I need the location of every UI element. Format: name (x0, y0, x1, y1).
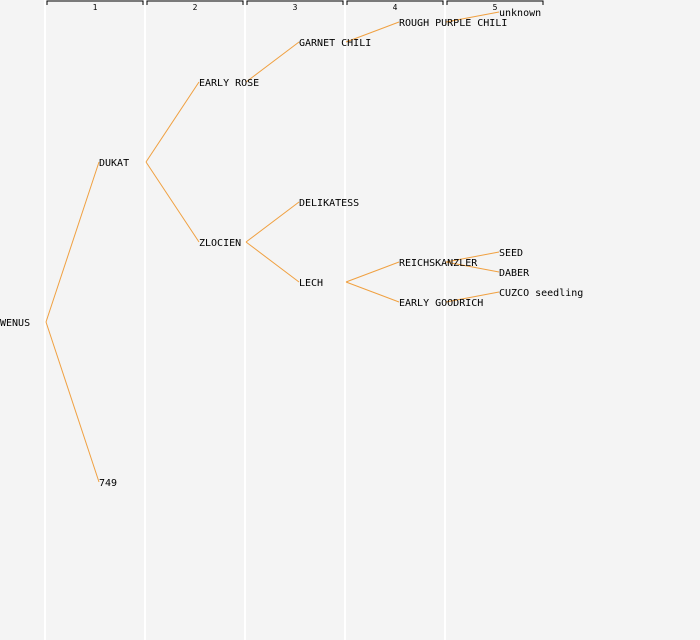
node-cuzco[interactable]: CUZCO seedling (499, 288, 583, 299)
link-dukat-zlocien (145, 161, 200, 243)
link-lech-egood (345, 281, 400, 303)
node-zlocien[interactable]: ZLOCIEN (199, 238, 241, 249)
link-lech-reich (345, 261, 400, 283)
generation-bracket (46, 0, 144, 5)
link-erose-garnet (245, 41, 300, 83)
node-egood[interactable]: EARLY GOODRICH (399, 298, 483, 309)
node-rough[interactable]: ROUGH PURPLE CHILI (399, 18, 507, 29)
node-wenus[interactable]: WENUS (0, 318, 30, 329)
generation-number: 5 (493, 3, 498, 12)
tree-links (45, 11, 500, 483)
node-garnet[interactable]: GARNET CHILI (299, 38, 371, 49)
node-erose[interactable]: EARLY ROSE (199, 78, 259, 89)
link-zlocien-lech (245, 241, 300, 283)
node-lech[interactable]: LECH (299, 278, 323, 289)
generation-header: 1 2 3 4 5 (46, 0, 544, 12)
link-wenus-dukat (45, 161, 100, 323)
link-rough-unknown (445, 11, 500, 23)
generation-bracket (246, 0, 344, 5)
generation-bracket (146, 0, 244, 5)
generation-number: 1 (93, 3, 98, 12)
link-reich-daber (445, 261, 500, 273)
node-unknown[interactable]: unknown (499, 8, 541, 19)
node-seed[interactable]: SEED (499, 248, 523, 259)
generation-number: 2 (193, 3, 198, 12)
link-zlocien-delik (245, 201, 300, 243)
link-egood-cuzco (445, 291, 500, 303)
generation-bracket (346, 0, 444, 5)
node-delik[interactable]: DELIKATESS (299, 198, 359, 209)
generation-grid (44, 0, 446, 640)
generation-number: 3 (293, 3, 298, 12)
node-n749[interactable]: 749 (99, 478, 117, 489)
tree-nodes: WENUS DUKAT 749 EARLY ROSE ZLOCIEN GARNET CHI… (0, 8, 583, 489)
node-dukat[interactable]: DUKAT (99, 158, 129, 169)
link-reich-seed (445, 251, 500, 263)
generation-bracket (446, 0, 544, 5)
generation-number: 4 (393, 3, 398, 12)
link-dukat-erose (145, 81, 200, 163)
node-reich[interactable]: REICHSKANZLER (399, 258, 478, 269)
node-daber[interactable]: DABER (499, 268, 530, 279)
link-garnet-rough (345, 21, 400, 43)
link-wenus-n749 (45, 321, 100, 483)
